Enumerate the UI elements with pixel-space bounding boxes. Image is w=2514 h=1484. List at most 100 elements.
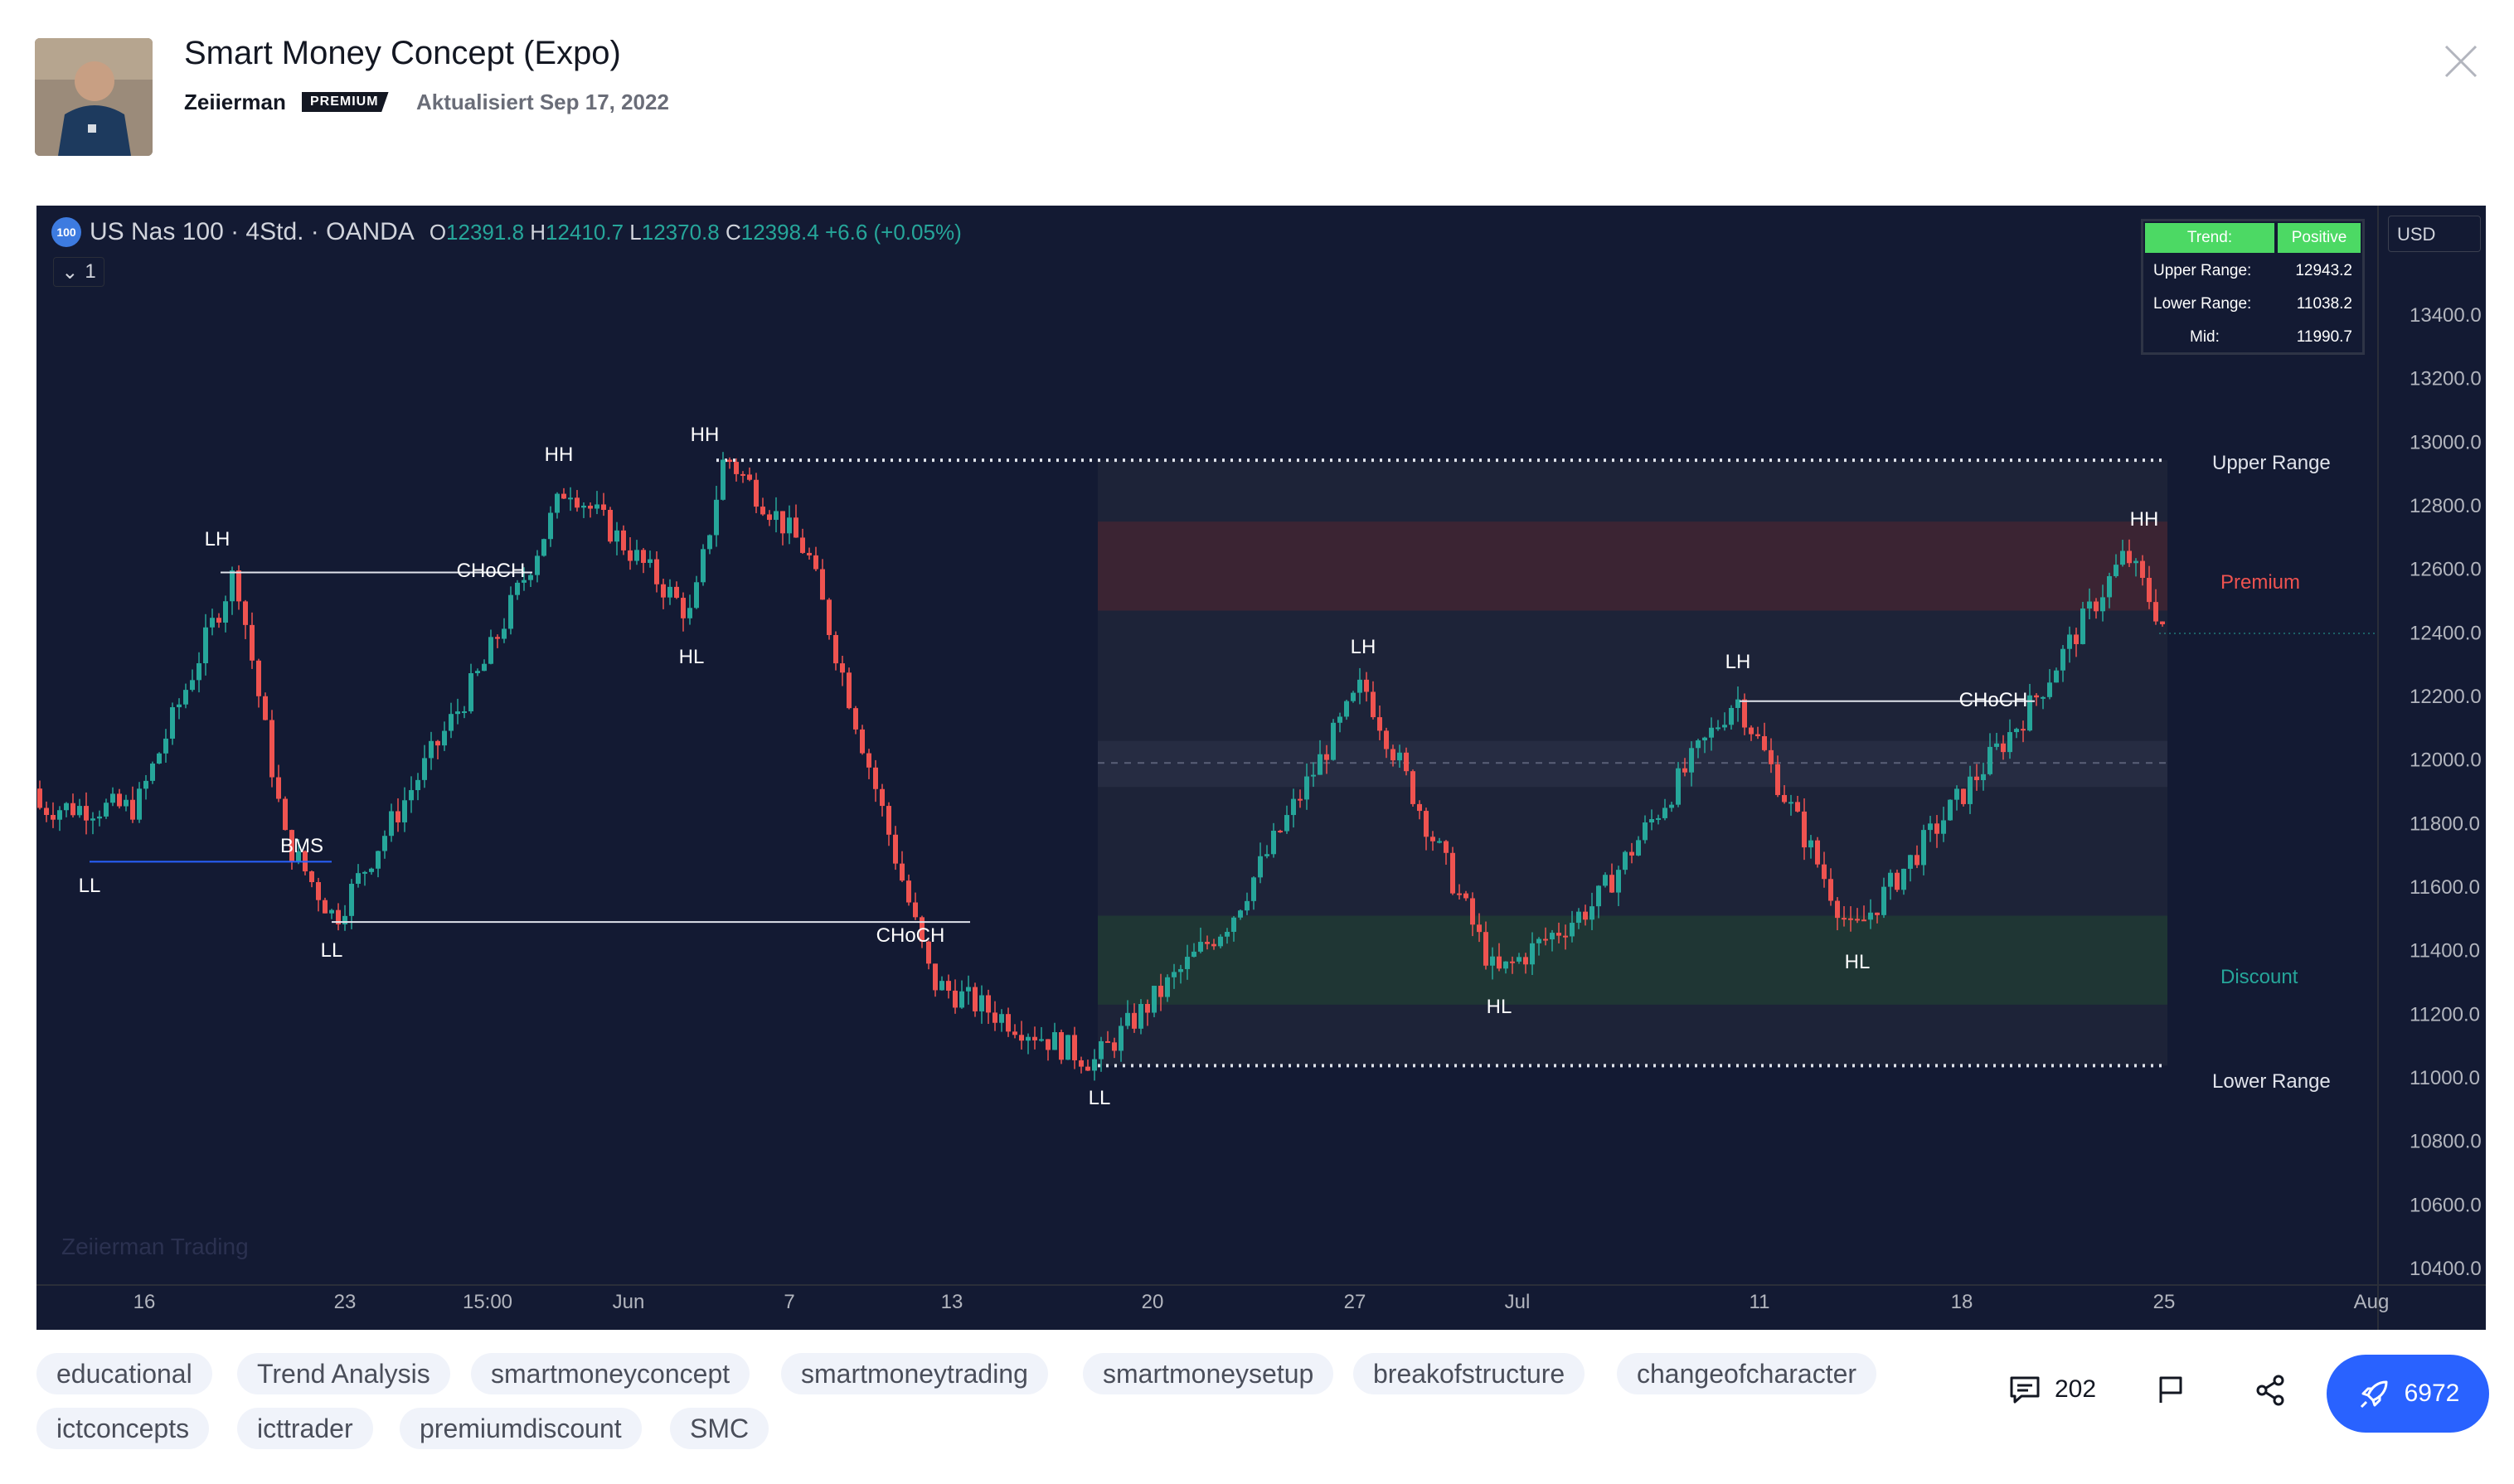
candle-body bbox=[621, 530, 626, 550]
candle-body bbox=[130, 799, 135, 820]
candle-body bbox=[1689, 748, 1694, 773]
candle-body bbox=[1125, 1012, 1130, 1026]
structure-label: LH bbox=[205, 528, 231, 550]
candle-body bbox=[1337, 716, 1342, 723]
candle-body bbox=[323, 900, 328, 914]
candle-body bbox=[833, 634, 838, 664]
x-tick-label: 20 bbox=[1142, 1291, 1164, 1313]
tag-chip[interactable]: smartmoneytrading bbox=[781, 1353, 1048, 1394]
price-chart[interactable]: LH CHoCH HH HH HL LL BMS LL CHoCH LL LH HL LH CHoCH HL… bbox=[36, 206, 2486, 1330]
candle-body bbox=[1185, 957, 1190, 969]
candle-body bbox=[1298, 798, 1303, 801]
candle-body bbox=[1709, 727, 1714, 738]
candle-body bbox=[2060, 648, 2065, 671]
x-tick-label: 23 bbox=[334, 1291, 357, 1313]
candle-body bbox=[1550, 933, 1555, 940]
candle-body bbox=[2001, 743, 2006, 753]
upper-range-label: Upper Range bbox=[2212, 452, 2331, 474]
candle-body bbox=[1218, 936, 1223, 947]
candle-body bbox=[1397, 752, 1402, 761]
structure-label: LH bbox=[1725, 651, 1751, 673]
candle-body bbox=[953, 990, 958, 1008]
candle-body bbox=[104, 803, 109, 817]
symbol-badge-icon: 100 bbox=[51, 217, 81, 247]
candle-body bbox=[847, 672, 852, 709]
candle-body bbox=[966, 987, 971, 992]
candle-body bbox=[1410, 771, 1415, 804]
candle-body bbox=[1105, 1040, 1110, 1043]
candle-body bbox=[236, 570, 241, 602]
candle-body bbox=[110, 793, 115, 803]
symbol-name[interactable]: US Nas 100 · 4Std. · OANDA bbox=[90, 218, 415, 245]
tag-chip[interactable]: smartmoneysetup bbox=[1083, 1353, 1334, 1394]
candle-body bbox=[1006, 1014, 1011, 1032]
candle-body bbox=[1172, 972, 1177, 977]
x-tick-label: 13 bbox=[941, 1291, 963, 1313]
candle-body bbox=[468, 673, 473, 712]
candle-body bbox=[1470, 898, 1475, 925]
candle-body bbox=[1835, 900, 1840, 919]
candle-body bbox=[1623, 851, 1628, 871]
structure-label: LL bbox=[79, 875, 101, 897]
candle-body bbox=[1112, 1042, 1117, 1051]
candle-body bbox=[641, 550, 646, 563]
tag-chip[interactable]: breakofstructure bbox=[1353, 1353, 1585, 1394]
candle-body bbox=[1417, 803, 1422, 812]
candle-body bbox=[1191, 951, 1196, 958]
close-icon[interactable] bbox=[2438, 38, 2484, 85]
structure-label: CHoCH bbox=[876, 924, 945, 947]
candle-body bbox=[1934, 823, 1939, 834]
author-name[interactable]: Zeiierman bbox=[184, 90, 286, 114]
candle-body bbox=[1941, 820, 1946, 834]
tag-chip[interactable]: SMC bbox=[670, 1408, 769, 1449]
candle-body bbox=[1510, 961, 1515, 963]
candle-body bbox=[1543, 938, 1548, 941]
candle-body bbox=[488, 637, 493, 664]
candle-body bbox=[959, 991, 964, 1008]
candle-body bbox=[946, 981, 951, 991]
tag-chip[interactable]: educational bbox=[36, 1353, 212, 1394]
candle-body bbox=[774, 511, 779, 521]
candle-body bbox=[1178, 968, 1183, 972]
share-button[interactable] bbox=[2254, 1373, 2288, 1412]
structure-label: CHoCH bbox=[1959, 689, 2028, 711]
candle-body bbox=[329, 909, 334, 914]
flag-button[interactable] bbox=[2154, 1373, 2187, 1410]
candle-body bbox=[157, 753, 162, 764]
tag-chip[interactable]: icttrader bbox=[237, 1408, 373, 1449]
candle-body bbox=[1291, 798, 1296, 816]
candle-body bbox=[382, 836, 387, 851]
candle-body bbox=[1437, 841, 1442, 843]
candle-body bbox=[561, 493, 566, 499]
collapse-indicators-button[interactable]: ⌄ 1 bbox=[53, 257, 104, 287]
candle-body bbox=[581, 505, 586, 508]
candle-body bbox=[1390, 749, 1395, 761]
candle-body bbox=[1278, 830, 1283, 832]
currency-selector[interactable]: USD bbox=[2388, 216, 2481, 252]
candle-body bbox=[362, 871, 367, 874]
candle-body bbox=[276, 777, 281, 799]
author-avatar[interactable] bbox=[35, 38, 153, 156]
tag-chip[interactable]: changeofcharacter bbox=[1617, 1353, 1877, 1394]
candle-body bbox=[177, 704, 182, 708]
candle-body bbox=[2054, 670, 2059, 683]
candle-body bbox=[1072, 1035, 1077, 1060]
tag-chip[interactable]: Trend Analysis bbox=[237, 1353, 450, 1394]
candle-body bbox=[2087, 601, 2092, 609]
candle-body bbox=[415, 779, 420, 791]
tag-chip[interactable]: smartmoneyconcept bbox=[471, 1353, 750, 1394]
candle-body bbox=[203, 627, 208, 664]
chart-canvas: LH CHoCH HH HH HL LL BMS LL CHoCH LL LH HL LH CHoCH HL… bbox=[36, 206, 2486, 1330]
candle-body bbox=[1026, 1036, 1031, 1041]
structure-label: HL bbox=[1845, 951, 1871, 973]
candle-body bbox=[595, 504, 599, 509]
comments-button[interactable]: 202 bbox=[2007, 1371, 2096, 1408]
tag-chip[interactable]: premiumdiscount bbox=[400, 1408, 642, 1449]
flag-icon bbox=[2159, 1376, 2182, 1403]
y-tick-label: 11000.0 bbox=[2410, 1067, 2480, 1089]
candle-body bbox=[1881, 886, 1886, 915]
candle-body bbox=[760, 507, 765, 515]
candle-body bbox=[548, 512, 553, 540]
boost-button[interactable]: 6972 bbox=[2327, 1355, 2489, 1433]
tag-chip[interactable]: ictconcepts bbox=[36, 1408, 210, 1449]
